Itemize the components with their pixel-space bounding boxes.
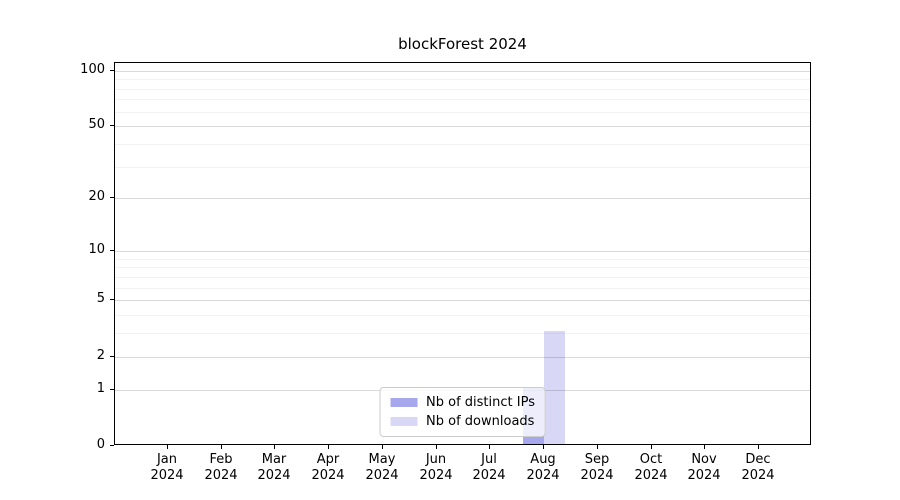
- major-gridline: [115, 251, 810, 252]
- x-tick-mark: [167, 445, 168, 449]
- x-tick-label-aug: Aug 2024: [507, 452, 579, 484]
- minor-gridline: [115, 89, 810, 90]
- legend-item-downloads: Nb of downloads: [390, 414, 535, 429]
- x-tick-month: Dec: [745, 452, 771, 467]
- x-tick-mark: [274, 445, 275, 449]
- x-tick-mark: [221, 445, 222, 449]
- minor-gridline: [115, 267, 810, 268]
- legend-swatch-distinct-ips-icon: [390, 398, 418, 407]
- x-tick-label-may: May 2024: [346, 452, 418, 484]
- minor-gridline: [115, 112, 810, 113]
- plot-area: Nb of distinct IPs Nb of downloads: [114, 62, 811, 445]
- x-tick-month: May: [368, 452, 396, 467]
- y-tick-label: 5: [96, 291, 105, 306]
- x-tick-mark: [382, 445, 383, 449]
- x-tick-month: Jul: [481, 452, 497, 467]
- x-tick-month: Aug: [530, 452, 556, 467]
- legend: Nb of distinct IPs Nb of downloads: [379, 387, 546, 437]
- x-tick-month: Feb: [209, 452, 233, 467]
- minor-gridline: [115, 288, 810, 289]
- major-gridline: [115, 300, 810, 301]
- x-tick-month: Oct: [639, 452, 663, 467]
- x-tick-year: 2024: [257, 468, 291, 483]
- legend-item-distinct-ips: Nb of distinct IPs: [390, 395, 535, 410]
- x-tick-label-sep: Sep 2024: [561, 452, 633, 484]
- x-tick-mark: [328, 445, 329, 449]
- y-tick-mark: [110, 299, 114, 300]
- x-tick-year: 2024: [365, 468, 399, 483]
- y-tick-mark: [110, 125, 114, 126]
- x-tick-month: Mar: [261, 452, 287, 467]
- y-tick-mark: [110, 389, 114, 390]
- x-tick-month: Jun: [425, 452, 447, 467]
- minor-gridline: [115, 99, 810, 100]
- x-tick-mark: [543, 445, 544, 449]
- y-tick-label: 100: [80, 62, 105, 77]
- x-tick-label-nov: Nov 2024: [668, 452, 740, 484]
- x-tick-label-dec: Dec 2024: [722, 452, 794, 484]
- x-tick-month: Jan: [156, 452, 178, 467]
- x-tick-label-apr: Apr 2024: [292, 452, 364, 484]
- x-tick-mark: [651, 445, 652, 449]
- x-tick-month: Sep: [584, 452, 610, 467]
- x-tick-mark: [758, 445, 759, 449]
- minor-gridline: [115, 333, 810, 334]
- y-tick-mark: [110, 445, 114, 446]
- legend-label-downloads: Nb of downloads: [426, 414, 535, 429]
- x-tick-year: 2024: [634, 468, 668, 483]
- y-tick-label: 1: [96, 381, 105, 396]
- major-gridline: [115, 357, 810, 358]
- x-tick-mark: [436, 445, 437, 449]
- x-tick-label-mar: Mar 2024: [238, 452, 310, 484]
- x-tick-year: 2024: [472, 468, 506, 483]
- minor-gridline: [115, 144, 810, 145]
- minor-gridline: [115, 277, 810, 278]
- y-tick-label: 50: [88, 117, 105, 132]
- major-gridline: [115, 198, 810, 199]
- x-tick-year: 2024: [204, 468, 238, 483]
- x-tick-label-jul: Jul 2024: [453, 452, 525, 484]
- x-tick-mark: [489, 445, 490, 449]
- minor-gridline: [115, 259, 810, 260]
- y-tick-label: 2: [96, 348, 105, 363]
- x-tick-month: Nov: [691, 452, 717, 467]
- x-tick-year: 2024: [741, 468, 775, 483]
- y-tick-label: 20: [88, 189, 105, 204]
- x-tick-year: 2024: [150, 468, 184, 483]
- x-tick-mark: [704, 445, 705, 449]
- legend-swatch-downloads-icon: [390, 417, 418, 426]
- x-tick-month: Apr: [316, 452, 340, 467]
- major-gridline: [115, 71, 810, 72]
- x-tick-label-oct: Oct 2024: [615, 452, 687, 484]
- y-tick-mark: [110, 70, 114, 71]
- y-tick-mark: [110, 197, 114, 198]
- x-tick-year: 2024: [419, 468, 453, 483]
- x-tick-label-jan: Jan 2024: [131, 452, 203, 484]
- x-tick-mark: [597, 445, 598, 449]
- major-gridline: [115, 126, 810, 127]
- x-tick-year: 2024: [687, 468, 721, 483]
- x-tick-year: 2024: [580, 468, 614, 483]
- x-tick-label-jun: Jun 2024: [400, 452, 472, 484]
- minor-gridline: [115, 315, 810, 316]
- y-tick-mark: [110, 356, 114, 357]
- y-tick-label: 0: [96, 437, 105, 452]
- bar-nb-of-downloads-aug: [544, 331, 566, 444]
- minor-gridline: [115, 167, 810, 168]
- x-tick-year: 2024: [311, 468, 345, 483]
- legend-label-distinct-ips: Nb of distinct IPs: [426, 395, 535, 410]
- x-tick-year: 2024: [526, 468, 560, 483]
- chart-title: blockForest 2024: [398, 35, 527, 53]
- minor-gridline: [115, 79, 810, 80]
- y-tick-label: 10: [88, 242, 105, 257]
- y-tick-mark: [110, 250, 114, 251]
- x-tick-label-feb: Feb 2024: [185, 452, 257, 484]
- gridlines-layer: [115, 63, 810, 444]
